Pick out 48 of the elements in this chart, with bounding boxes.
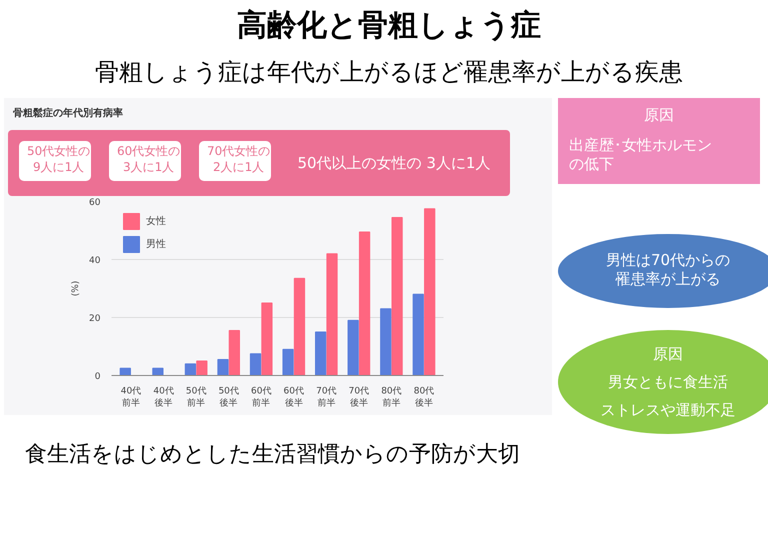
y-tick-label: 40 — [89, 256, 101, 266]
bar — [424, 208, 436, 376]
chart-subtitle: 骨粗しょう症は年代が上がるほど罹患率が上がる疾患 — [95, 57, 683, 88]
text: 出産歴･女性ホルモンの低下 — [569, 136, 713, 174]
legend-label: 男性 — [146, 238, 166, 251]
text: 50代女性の9人に1人 — [26, 144, 92, 176]
x-tick-label: 50代後半 — [218, 386, 239, 408]
bar — [348, 320, 359, 376]
bar — [294, 278, 306, 376]
bar — [217, 359, 229, 376]
bar — [391, 216, 403, 376]
x-tick-label: 60代後半 — [284, 386, 304, 408]
bar — [261, 302, 273, 376]
text: 原因 — [644, 106, 674, 125]
x-tick-label: 80代前半 — [381, 386, 402, 408]
text: 原因 — [653, 345, 683, 364]
text: 男性は70代からの罹患率が上がる — [604, 251, 732, 288]
text: 70代女性の2人に1人 — [206, 144, 272, 176]
legend-label: 女性 — [146, 214, 166, 228]
chart-title: 高齢化と骨粗しょう症 — [237, 7, 541, 45]
bar — [228, 330, 240, 376]
text: ストレスや運動不足 — [600, 401, 736, 420]
x-tick-label: 40代前半 — [120, 386, 142, 408]
bar — [184, 363, 196, 376]
x-tick-label: 80代後半 — [414, 386, 434, 408]
y-tick-label: 60 — [89, 198, 101, 208]
text: 50代以上の女性の 3人に1人 — [298, 153, 490, 174]
y-axis-title: (%) — [71, 280, 82, 296]
x-tick-label: 60代前半 — [251, 386, 272, 408]
bar — [412, 294, 424, 376]
y-tick-label: 20 — [89, 314, 101, 324]
x-tick-label: 50代前半 — [186, 386, 206, 408]
text: 骨粗鬆症の年代別有病率 — [13, 107, 123, 121]
x-tick-label: 70代後半 — [348, 386, 370, 408]
x-tick-label: 70代前半 — [316, 386, 337, 408]
x-tick-label: 40代後半 — [153, 386, 174, 408]
bar — [196, 360, 208, 376]
bar — [315, 332, 326, 376]
y-tick-label: 0 — [94, 372, 101, 382]
bar — [282, 348, 294, 376]
bar — [358, 231, 370, 376]
bar — [120, 368, 131, 376]
bar — [380, 308, 392, 376]
text: 食生活をはじめとした生活習慣からの予防が大切 — [25, 441, 520, 469]
bar — [250, 353, 262, 376]
text: 男女ともに食生活 — [608, 373, 728, 392]
text: 60代女性の3人に1人 — [116, 144, 182, 176]
bar — [326, 253, 338, 376]
